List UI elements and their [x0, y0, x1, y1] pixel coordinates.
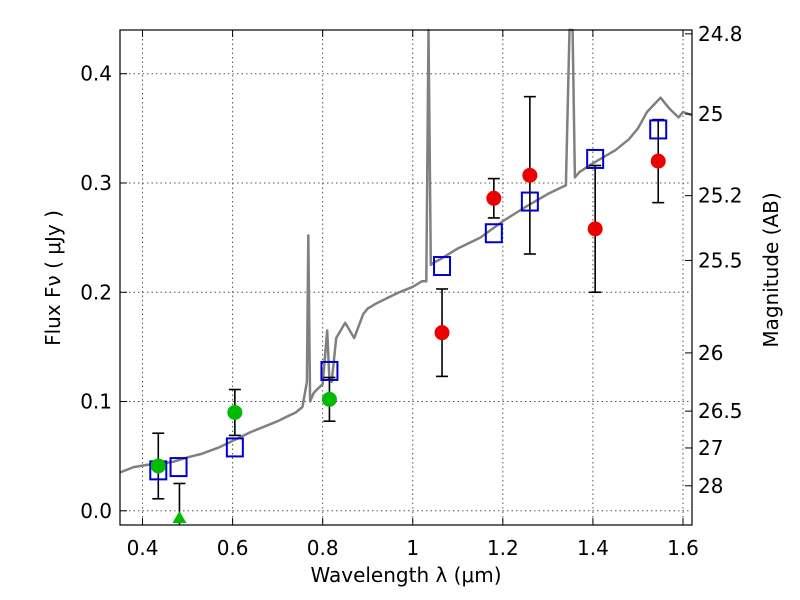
observed-flux-point: [150, 458, 166, 474]
y-tick-label: 0.1: [80, 390, 112, 414]
magnitude-tick-label: 26.5: [698, 399, 743, 423]
model-photometry-square: [484, 223, 503, 244]
y-axis-label-right: Magnitude (AB): [759, 192, 783, 347]
x-tick-label: 0.4: [127, 536, 159, 560]
magnitude-tick-label: 25: [698, 102, 723, 126]
upper-limit-triangle: [172, 511, 187, 523]
observed-flux-point: [434, 325, 450, 341]
model-photometry-square: [520, 191, 539, 212]
magnitude-tick-label: 26: [698, 341, 723, 365]
model-photometry-square: [586, 148, 605, 169]
y-tick-label: 0.4: [80, 62, 112, 86]
y-tick-label: 0.2: [80, 280, 112, 304]
x-tick-label: 1.6: [667, 536, 699, 560]
grid: [120, 30, 692, 525]
magnitude-tick-label: 25.2: [698, 184, 743, 208]
y-tick-label: 0.3: [80, 171, 112, 195]
model-photometry-square: [649, 119, 668, 140]
marker-layer: [149, 119, 668, 523]
magnitude-tick-label: 25.5: [698, 248, 743, 272]
magnitude-tick-label: 28: [698, 474, 723, 498]
model-photometry-square: [320, 360, 339, 381]
x-tick-label: 1.2: [487, 536, 519, 560]
x-tick-label: 1.4: [577, 536, 609, 560]
plot-frame: [119, 29, 693, 526]
y-axis-label-left: Flux Fν ( μJy ): [41, 210, 65, 346]
model-photometry-square: [225, 437, 244, 458]
observed-flux-point: [321, 391, 337, 407]
x-tick-label: 1: [406, 536, 419, 560]
observed-flux-point: [227, 404, 243, 420]
y-tick-label: 0.0: [80, 499, 112, 523]
model-photometry-square: [433, 256, 452, 277]
observed-flux-point: [587, 221, 603, 237]
model-sed-layer: [119, 28, 693, 474]
tick-layer: 0.4 0.6 0.8 1 1.2 1.4 1.6 0.0 0.1 0.2 0.3 0.4 24.8 25…: [80, 22, 742, 560]
model-sed-line: [119, 28, 693, 474]
magnitude-tick-label: 27: [698, 436, 723, 460]
x-tick-label: 0.6: [217, 536, 249, 560]
observed-flux-point: [486, 190, 502, 206]
x-axis-label: Wavelength λ (μm): [310, 563, 501, 587]
magnitude-tick-label: 24.8: [698, 22, 743, 46]
x-tick-label: 0.8: [307, 536, 339, 560]
observed-flux-point: [522, 167, 538, 183]
model-photometry-square: [169, 457, 188, 478]
observed-flux-point: [650, 153, 666, 169]
